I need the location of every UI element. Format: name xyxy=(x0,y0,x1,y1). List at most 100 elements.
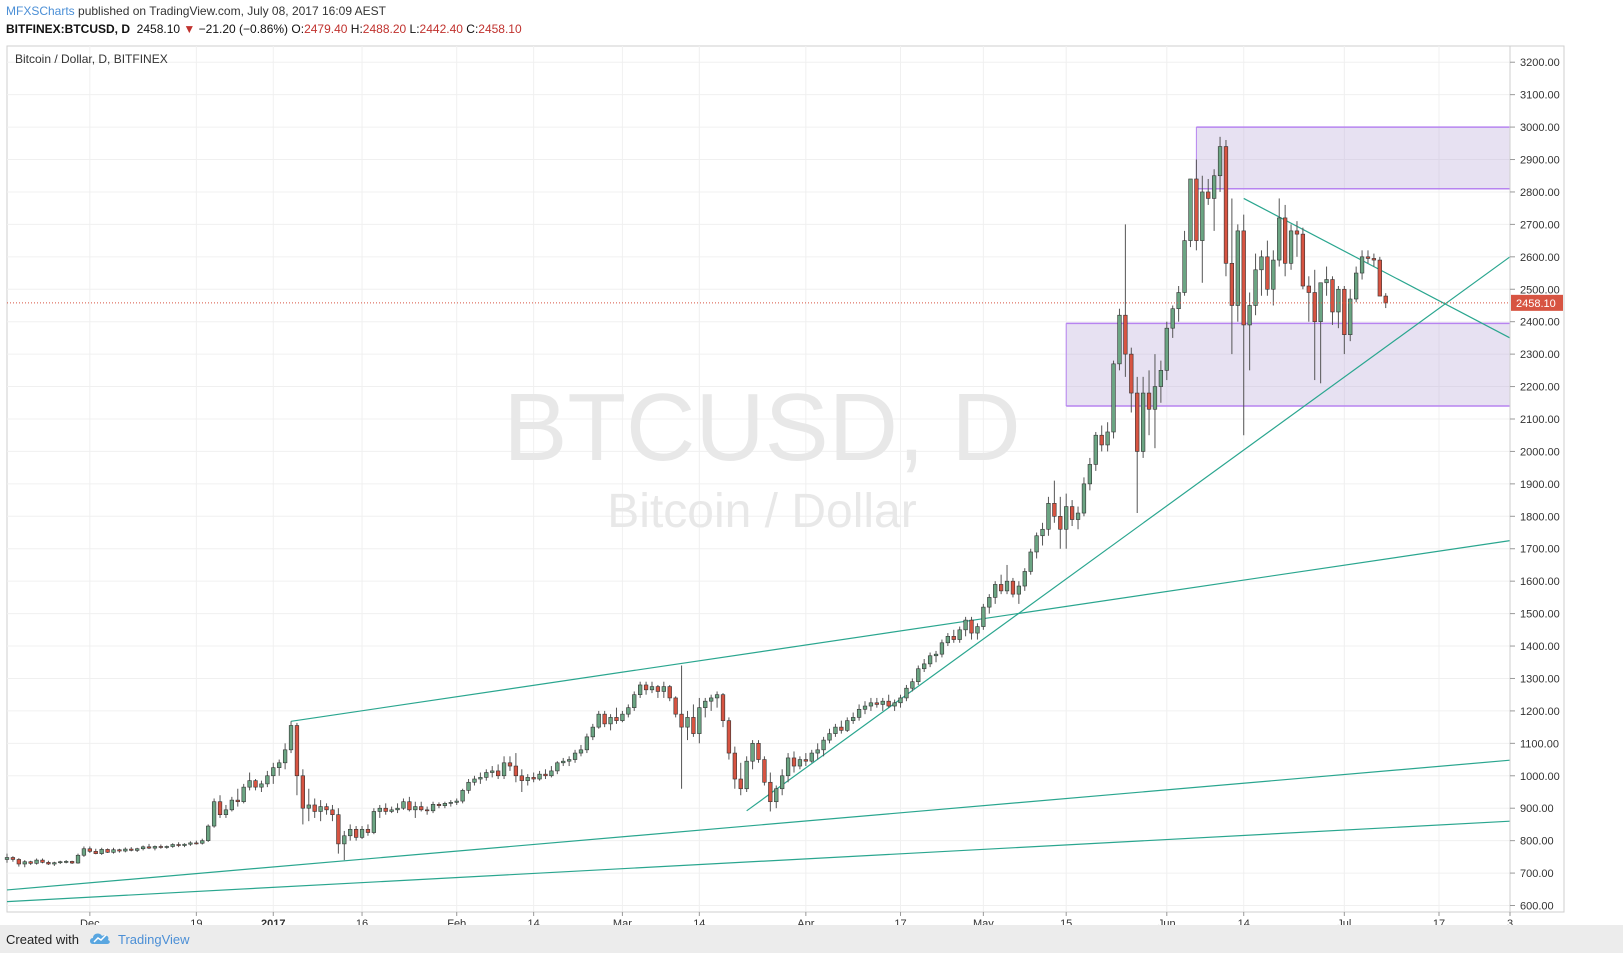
candle-down xyxy=(513,765,519,777)
candle-up xyxy=(359,828,365,838)
candle-up xyxy=(454,800,459,803)
candle-up xyxy=(501,762,507,777)
candle-down xyxy=(1312,292,1317,322)
candle-up xyxy=(862,705,868,710)
publish-header: MFXSCharts published on TradingView.com,… xyxy=(0,0,1623,40)
candle-up xyxy=(898,697,903,704)
candle-up xyxy=(200,840,205,844)
candle-down xyxy=(69,861,75,864)
candle-up xyxy=(697,707,702,734)
candle-up xyxy=(430,804,436,812)
time-tick-label: 16 xyxy=(356,918,368,925)
candle-down xyxy=(614,717,619,721)
candle-up xyxy=(377,807,382,812)
candle-down xyxy=(424,809,430,812)
time-tick-label: Jun xyxy=(1158,918,1176,925)
candle-down xyxy=(365,828,371,833)
price-tick-label: 600.00 xyxy=(1520,901,1554,913)
candle-up xyxy=(1004,580,1010,592)
candle-up xyxy=(827,733,832,741)
candle-down xyxy=(738,778,743,790)
candles xyxy=(4,136,1388,868)
candle-down xyxy=(1123,314,1128,355)
high-value: 2488.20 xyxy=(362,22,407,36)
candle-down xyxy=(353,828,359,838)
candle-down xyxy=(768,781,773,803)
author-link[interactable]: MFXSCharts xyxy=(6,4,75,18)
candle-up xyxy=(1064,506,1069,530)
chart-title: Bitcoin / Dollar, D, BITFINEX xyxy=(15,52,168,66)
candle-up xyxy=(1217,146,1223,177)
price-tick-label: 800.00 xyxy=(1520,836,1554,848)
candle-down xyxy=(300,775,306,809)
candle-down xyxy=(194,842,199,845)
candle-up xyxy=(993,584,998,598)
candle-down xyxy=(691,717,696,734)
candle-down xyxy=(1283,217,1288,264)
candle-up xyxy=(1022,571,1027,587)
zone-box xyxy=(1066,323,1510,407)
candle-up xyxy=(99,849,104,854)
candle-up xyxy=(1182,240,1187,293)
created-with-text: Created with xyxy=(6,932,79,947)
open-label: O: xyxy=(291,22,305,36)
time-tick-label: 17 xyxy=(894,918,906,925)
time-tick-label: Dec xyxy=(80,918,100,925)
candle-up xyxy=(277,762,282,768)
price-tick-label: 1700.00 xyxy=(1520,544,1560,556)
tradingview-link[interactable]: TradingView xyxy=(118,932,190,947)
candle-down xyxy=(720,694,726,721)
time-tick-label: 14 xyxy=(693,918,705,925)
candle-up xyxy=(750,743,755,762)
chart-area[interactable]: BTCUSD, D Bitcoin / Dollar 2458.10 600.0… xyxy=(0,40,1623,930)
candle-down xyxy=(1135,392,1140,452)
candle-down xyxy=(1129,353,1134,394)
symbol-line: BITFINEX:BTCUSD, D 2458.10 ▼ −21.20 (−0.… xyxy=(6,22,522,36)
candle-down xyxy=(643,684,649,691)
trendline xyxy=(1243,197,1511,339)
candle-up xyxy=(596,713,601,728)
close-label: C: xyxy=(466,22,479,36)
candle-up xyxy=(537,773,542,780)
candle-up xyxy=(442,803,448,806)
candle-up xyxy=(809,752,814,762)
candle-down xyxy=(1229,263,1235,306)
low-label: L: xyxy=(409,22,420,36)
candle-up xyxy=(572,752,578,760)
candle-up xyxy=(81,848,87,856)
candle-up xyxy=(265,775,270,785)
candle-up xyxy=(774,788,779,803)
candle-up xyxy=(939,642,945,655)
candle-down xyxy=(40,859,45,863)
price-axis[interactable]: 600.00 700.00 800.00 900.00 1000.00 1100.00 12… xyxy=(1510,57,1560,913)
time-tick-label: 17 xyxy=(1433,918,1445,925)
candle-up xyxy=(904,687,909,699)
candle-up xyxy=(1200,191,1205,241)
candle-up xyxy=(241,786,246,803)
candle-up xyxy=(1235,230,1240,306)
time-tick-label: 14 xyxy=(528,918,540,925)
candle-up xyxy=(4,857,10,860)
candle-down xyxy=(117,849,122,852)
price-tick-label: 1400.00 xyxy=(1520,641,1560,653)
grid xyxy=(7,46,1511,912)
candle-down xyxy=(1294,230,1300,235)
last-price-tag xyxy=(1511,294,1563,311)
candle-up xyxy=(1176,292,1181,310)
candle-down xyxy=(93,851,98,854)
candle-up xyxy=(584,736,590,751)
candle-up xyxy=(1170,308,1175,329)
price-tick-label: 2200.00 xyxy=(1520,382,1560,394)
candle-up xyxy=(229,799,234,811)
candle-up xyxy=(288,725,294,751)
candle-down xyxy=(951,636,956,640)
candle-down xyxy=(330,809,335,815)
trendline xyxy=(6,759,1511,891)
price-tick-label: 900.00 xyxy=(1520,803,1554,815)
candle-up xyxy=(1324,279,1329,284)
candle-down xyxy=(762,759,767,783)
candle-down xyxy=(1383,295,1388,304)
price-chart[interactable]: BTCUSD, D Bitcoin / Dollar 2458.10 600.0… xyxy=(0,40,1623,930)
price-tick-label: 2800.00 xyxy=(1520,187,1560,199)
candle-up xyxy=(1152,386,1158,410)
